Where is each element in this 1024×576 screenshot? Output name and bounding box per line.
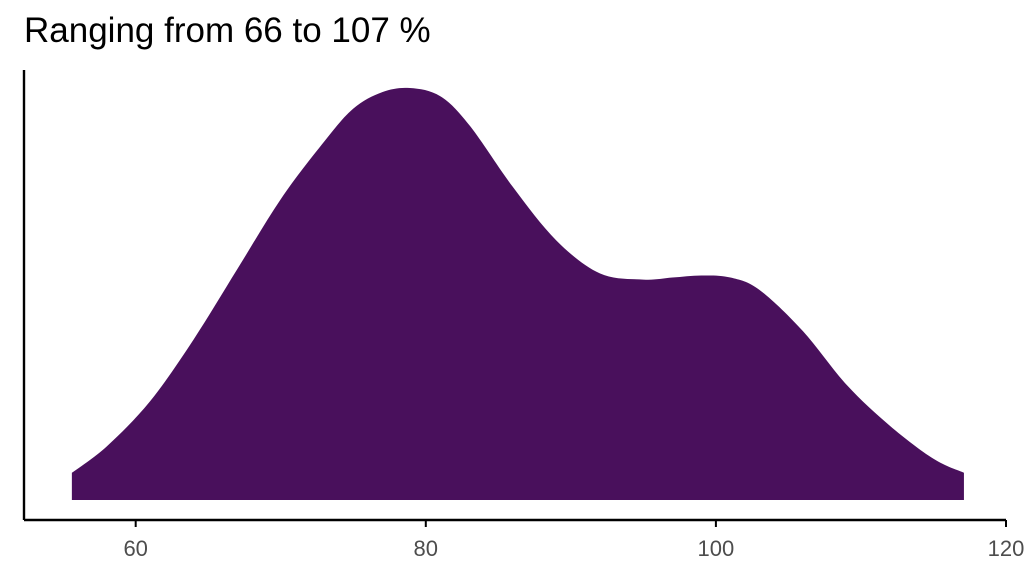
x-tick-label: 120	[988, 536, 1024, 561]
chart-title: Ranging from 66 to 107 %	[24, 11, 431, 50]
area-layer	[71, 87, 964, 500]
x-tick-label: 80	[414, 536, 438, 561]
x-tick-label: 100	[698, 536, 735, 561]
x-tick-layer: 60 80 100 120	[123, 520, 1024, 561]
density-area	[71, 87, 964, 500]
x-tick-label: 60	[123, 536, 147, 561]
